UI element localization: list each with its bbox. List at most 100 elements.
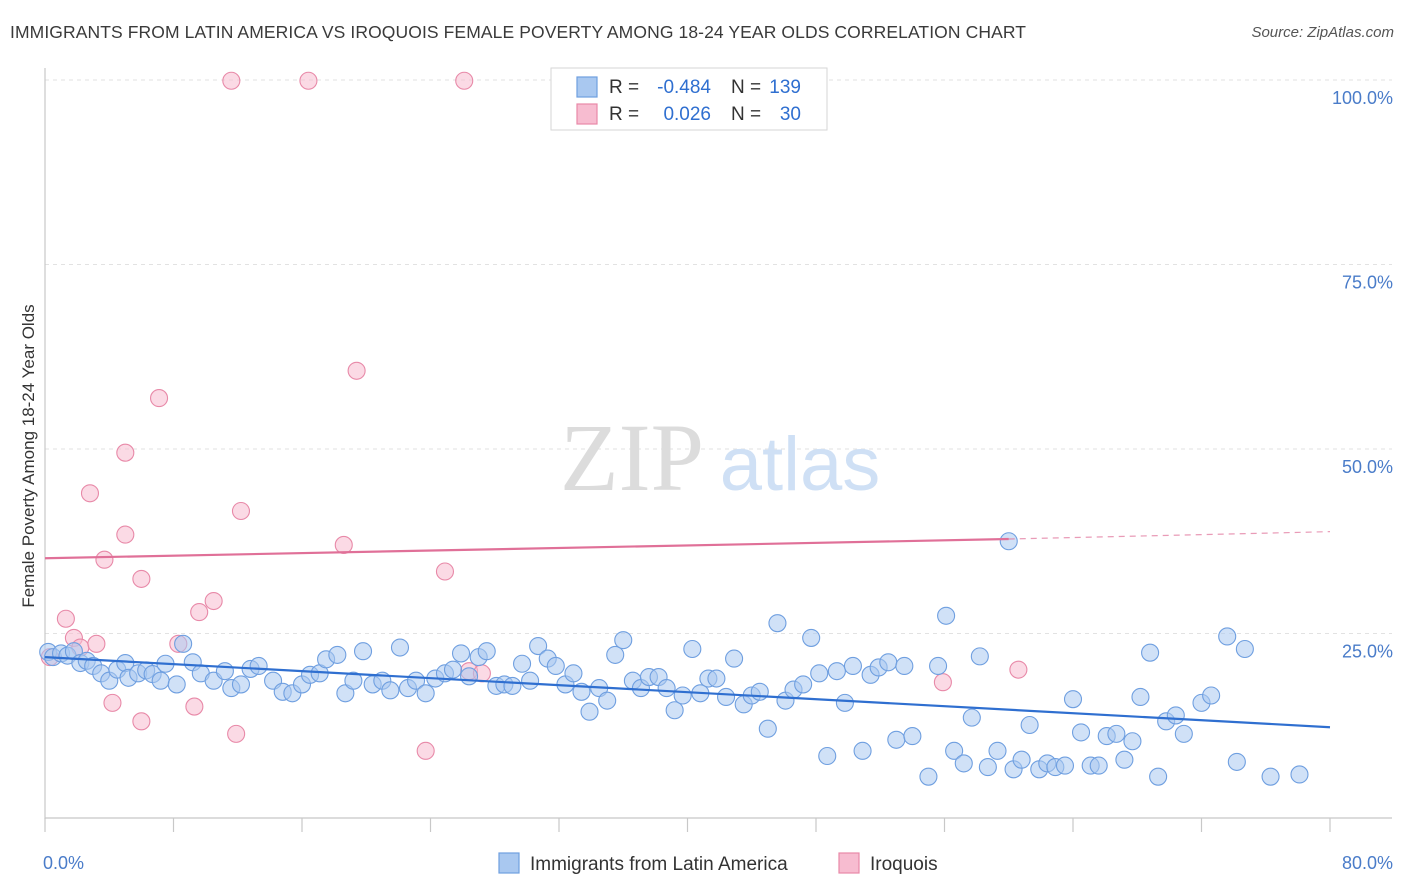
latin-america-point-139	[1261, 767, 1280, 786]
latin-america-point-108	[962, 708, 981, 727]
iroquois-point-6	[95, 550, 114, 569]
watermark-atlas: atlas	[720, 422, 881, 507]
y-tick-label-1: 75.0%	[1342, 273, 1393, 293]
iroquois-point-4	[80, 484, 100, 503]
latin-america-point-125	[1107, 724, 1126, 743]
legend: R = -0.484 N = 139 R = 0.026 N = 30	[550, 67, 828, 131]
legend-n-label-1: N =	[731, 104, 761, 125]
latin-america-point-89	[794, 675, 813, 694]
iroquois-point-7	[103, 693, 122, 712]
latin-america-point-136	[1218, 627, 1237, 646]
legend-swatch-0	[576, 76, 598, 98]
latin-america-point-45	[416, 684, 435, 703]
iroquois-point-9	[116, 525, 135, 544]
latin-america-point-110	[978, 758, 997, 777]
latin-america-point-121	[1071, 723, 1091, 742]
iroquois-trend-extension	[1008, 531, 1331, 540]
latin-america-point-128	[1131, 687, 1150, 707]
iroquois-point-23	[416, 741, 435, 760]
iroquois-point-21	[334, 535, 353, 554]
latin-america-point-57	[521, 671, 540, 690]
legend-n-label-0: N =	[731, 77, 761, 98]
legend-r-value-1: 0.026	[663, 104, 711, 125]
axes	[44, 68, 1392, 832]
iroquois-point-10	[132, 569, 151, 588]
latin-america-point-19	[174, 634, 193, 653]
latin-america-point-35	[328, 645, 347, 664]
bottom-legend-label-iroquois: Iroquois	[870, 854, 938, 875]
latin-america-point-50	[459, 667, 479, 686]
latin-america-point-93	[827, 662, 846, 681]
latin-america-point-91	[810, 664, 829, 683]
iroquois-point-15	[190, 603, 209, 622]
x-tick-label-0: 0.0%	[43, 853, 84, 873]
y-tick-label-3: 25.0%	[1342, 642, 1393, 662]
legend-r-label-0: R =	[609, 77, 639, 98]
latin-america-point-52	[477, 642, 496, 661]
latin-america-point-103	[919, 767, 938, 786]
latin-america-point-86	[768, 614, 787, 633]
iroquois-point-14	[185, 697, 204, 716]
latin-america-point-132	[1166, 706, 1185, 725]
latin-america-point-62	[564, 664, 583, 683]
y-tick-label-0: 100.0%	[1332, 88, 1393, 108]
latin-america-point-112	[999, 532, 1018, 551]
y-axis-label: Female Poverty Among 18-24 Year Olds	[19, 304, 38, 607]
latin-america-point-42	[390, 638, 410, 657]
iroquois-point-28	[933, 673, 952, 692]
latin-america-point-92	[818, 746, 837, 766]
iroquois-point-12	[149, 389, 169, 408]
latin-america-point-114	[1012, 750, 1031, 769]
latin-america-point-18	[167, 675, 186, 694]
latin-america-point-126	[1115, 750, 1134, 769]
latin-america-point-106	[945, 741, 964, 760]
legend-r-label-1: R =	[609, 104, 639, 125]
latin-america-point-84	[750, 682, 769, 701]
latin-america-point-25	[231, 675, 251, 694]
latin-america-point-123	[1089, 756, 1108, 775]
latin-america-point-79	[707, 669, 726, 688]
iroquois-point-24	[435, 562, 455, 581]
watermark: ZIP atlas	[560, 404, 880, 511]
latin-america-point-55	[503, 676, 522, 695]
series-latin-america-points	[39, 532, 1309, 786]
chart-source: Source: ZipAtlas.com	[1251, 24, 1394, 41]
latin-america-point-60	[546, 656, 565, 676]
latin-america-point-38	[353, 642, 373, 661]
bottom-legend-swatch-latin-america	[498, 852, 520, 874]
latin-america-point-100	[887, 730, 906, 749]
latin-america-point-140	[1290, 765, 1309, 784]
iroquois-trend-line	[44, 537, 1009, 560]
latin-america-point-56	[513, 654, 532, 673]
latin-america-point-41	[381, 681, 400, 700]
iroquois-point-18	[227, 724, 246, 743]
latin-america-point-67	[606, 645, 625, 664]
trend-lines	[44, 531, 1331, 729]
iroquois-point-16	[204, 591, 223, 611]
iroquois-point-11	[132, 712, 151, 731]
latin-america-point-133	[1174, 724, 1193, 743]
latin-america-point-96	[853, 741, 872, 760]
iroquois-point-19	[231, 501, 251, 521]
watermark-zip: ZIP	[560, 404, 704, 511]
iroquois-point-5	[87, 634, 106, 653]
legend-n-value-0: 139	[769, 77, 801, 98]
latin-america-point-102	[903, 727, 922, 746]
latin-america-point-127	[1123, 732, 1142, 751]
legend-r-value-0: -0.484	[657, 77, 711, 98]
iroquois-point-29	[1009, 660, 1028, 679]
latin-america-point-109	[970, 647, 989, 666]
iroquois-point-17	[222, 71, 241, 90]
tick-labels: 100.0% 75.0% 50.0% 25.0% 0.0% 80.0%	[43, 88, 1393, 873]
latin-america-point-120	[1063, 690, 1083, 709]
latin-america-point-135	[1202, 686, 1221, 705]
legend-n-value-1: 30	[780, 104, 801, 125]
y-tick-label-2: 50.0%	[1342, 457, 1393, 477]
latin-america-point-64	[580, 702, 599, 721]
iroquois-point-25	[455, 71, 474, 90]
latin-america-point-48	[443, 660, 463, 679]
latin-america-point-68	[614, 631, 633, 650]
latin-america-point-105	[937, 606, 956, 625]
latin-america-point-129	[1141, 643, 1160, 662]
